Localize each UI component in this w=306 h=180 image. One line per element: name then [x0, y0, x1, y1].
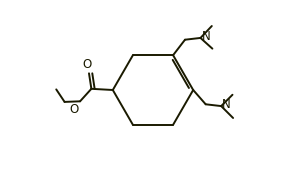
Text: O: O — [69, 102, 79, 116]
Text: N: N — [222, 98, 231, 111]
Text: N: N — [202, 30, 211, 43]
Text: O: O — [82, 58, 91, 71]
